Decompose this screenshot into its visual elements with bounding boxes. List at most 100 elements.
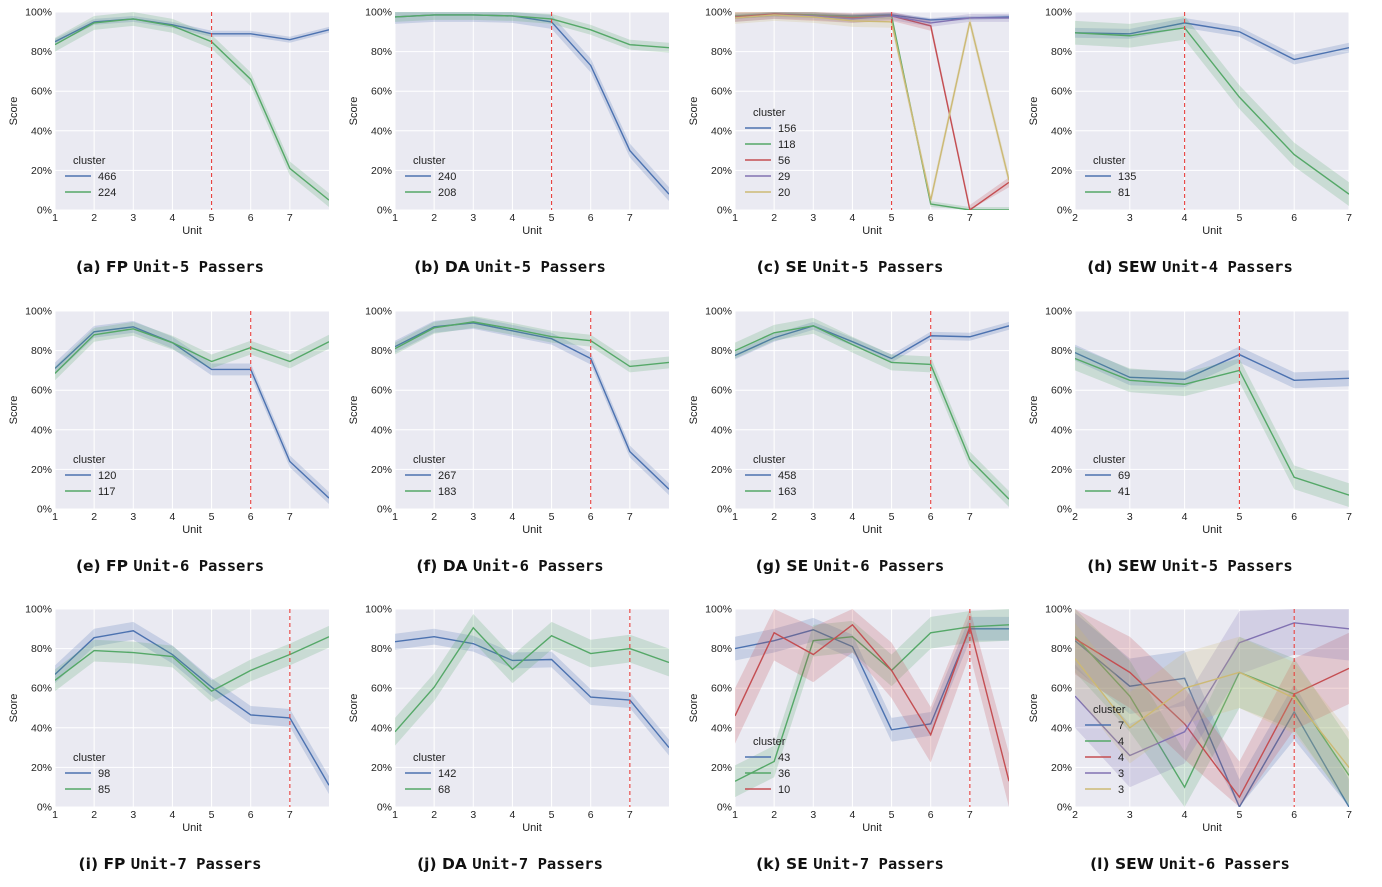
caption-title: Unit-6 Passers: [1159, 855, 1290, 873]
x-tick-label: 4: [170, 511, 176, 523]
x-tick-label: 7: [1346, 511, 1352, 523]
x-tick-label: 3: [130, 511, 136, 523]
chart-svg: 0% 20% 40% 60% 80% 100% 1 2 3 4 5 6 7 Unit Score cluste…: [348, 306, 669, 536]
chart-panel-e: 0% 20% 40% 60% 80% 100% 1 2 3 4 5 6 7 Unit Score cluste…: [0, 299, 340, 589]
x-tick-label: 1: [52, 212, 58, 224]
plot-background: [395, 311, 669, 509]
y-tick-label: 40%: [371, 722, 392, 734]
y-tick-label: 20%: [371, 762, 392, 774]
series-group: [735, 609, 1009, 807]
legend-entry: 4: [1118, 752, 1124, 764]
y-tick-label: 80%: [1051, 643, 1072, 655]
x-tick-label: 6: [248, 511, 254, 523]
caption-label: (b): [414, 258, 445, 276]
x-axis-label: Unit: [182, 225, 202, 237]
caption-title: Unit-7 Passers: [130, 855, 262, 873]
y-tick-label: 0%: [1057, 802, 1072, 814]
caption-abbr: DA: [441, 855, 473, 873]
y-tick-label: 20%: [371, 464, 392, 476]
x-tick-label: 6: [928, 511, 934, 523]
subfigure-caption: (a) FP Unit-5 Passers: [0, 258, 340, 276]
subfigure-caption: (l) SEW Unit-6 Passers: [1020, 855, 1360, 873]
caption-title: Unit-6 Passers: [813, 557, 945, 575]
y-tick-label: 100%: [705, 306, 732, 318]
y-tick-label: 60%: [711, 683, 732, 695]
y-tick-label: 80%: [31, 46, 52, 58]
y-tick-label: 40%: [711, 125, 732, 137]
x-tick-label: 1: [732, 809, 738, 821]
y-tick-label: 60%: [1051, 86, 1072, 98]
y-tick-label: 80%: [371, 345, 392, 357]
x-tick-label: 4: [1182, 809, 1188, 821]
chart-panel-f: 0% 20% 40% 60% 80% 100% 1 2 3 4 5 6 7 Unit Score cluste…: [340, 299, 680, 589]
legend-entry: 43: [778, 752, 790, 764]
plot-background: [1075, 12, 1349, 210]
confidence-band: [735, 321, 1009, 363]
y-tick-label: 80%: [711, 345, 732, 357]
confidence-band: [1075, 609, 1349, 807]
x-tick-label: 6: [1291, 511, 1297, 523]
legend-title: cluster: [1093, 704, 1126, 716]
x-tick-label: 5: [549, 212, 555, 224]
y-tick-label: 0%: [37, 504, 52, 516]
y-tick-label: 0%: [717, 205, 732, 217]
x-tick-label: 2: [1072, 212, 1078, 224]
chart-panel-g: 0% 20% 40% 60% 80% 100% 1 2 3 4 5 6 7 Unit Score cluste…: [680, 299, 1020, 589]
x-tick-label: 2: [91, 212, 97, 224]
caption-abbr: FP: [106, 258, 134, 276]
series-line: [735, 14, 1009, 201]
y-axis-label: Score: [8, 396, 20, 425]
confidence-band: [1075, 609, 1349, 807]
legend-title: cluster: [1093, 454, 1126, 466]
y-tick-label: 60%: [371, 683, 392, 695]
x-tick-label: 3: [810, 809, 816, 821]
plot-background: [395, 12, 669, 210]
x-tick-label: 3: [470, 809, 476, 821]
legend-title: cluster: [73, 752, 106, 764]
series-line: [1075, 22, 1349, 61]
chart-panel-k: 0% 20% 40% 60% 80% 100% 1 2 3 4 5 6 7 Unit Score cluste…: [680, 597, 1020, 887]
y-tick-label: 80%: [711, 643, 732, 655]
legend-entry: 156: [778, 123, 796, 135]
x-tick-label: 6: [928, 809, 934, 821]
chart-svg: 0% 20% 40% 60% 80% 100% 1 2 3 4 5 6 7 Unit Score cluste…: [688, 306, 1009, 536]
chart-svg: 0% 20% 40% 60% 80% 100% 2 3 4 5 6 7 Unit Score cluster…: [1028, 604, 1352, 835]
series-line: [1075, 27, 1349, 195]
legend-entry: 68: [438, 784, 450, 796]
y-axis-label: Score: [8, 694, 20, 723]
x-tick-label: 7: [287, 511, 293, 523]
legend-entry: 208: [438, 187, 456, 199]
legend-entry: 3: [1118, 784, 1124, 796]
y-tick-label: 60%: [371, 385, 392, 397]
x-tick-label: 7: [627, 212, 633, 224]
series-line: [55, 630, 329, 786]
legend-entry: 81: [1118, 187, 1130, 199]
x-axis-label: Unit: [182, 524, 202, 536]
confidence-band: [1075, 609, 1349, 788]
series-group: [1075, 15, 1349, 207]
caption-title: Unit-7 Passers: [813, 855, 944, 873]
x-tick-label: 7: [627, 511, 633, 523]
y-axis-label: Score: [688, 694, 700, 723]
legend-entry: 163: [778, 486, 796, 498]
caption-title: Unit-6 Passers: [472, 557, 604, 575]
series-line: [1075, 357, 1349, 496]
chart-svg: 0% 20% 40% 60% 80% 100% 1 2 3 4 5 6 7 Unit Score cluste…: [8, 306, 329, 536]
y-axis-label: Score: [1028, 97, 1040, 126]
caption-abbr: SE: [786, 855, 814, 873]
plot-background: [395, 609, 669, 807]
x-tick-label: 5: [889, 212, 895, 224]
x-tick-label: 7: [967, 809, 973, 821]
caption-label: (e): [75, 557, 107, 575]
y-tick-label: 60%: [371, 86, 392, 98]
x-tick-label: 7: [287, 212, 293, 224]
x-tick-label: 3: [1127, 212, 1133, 224]
y-axis-label: Score: [348, 694, 360, 723]
x-tick-label: 1: [392, 212, 398, 224]
x-tick-label: 3: [1127, 511, 1133, 523]
x-tick-label: 4: [170, 809, 176, 821]
subfigure-caption: (i) FP Unit-7 Passers: [0, 855, 340, 873]
subfigure-caption: (d) SEW Unit-4 Passers: [1020, 258, 1360, 276]
series-line: [55, 328, 329, 374]
